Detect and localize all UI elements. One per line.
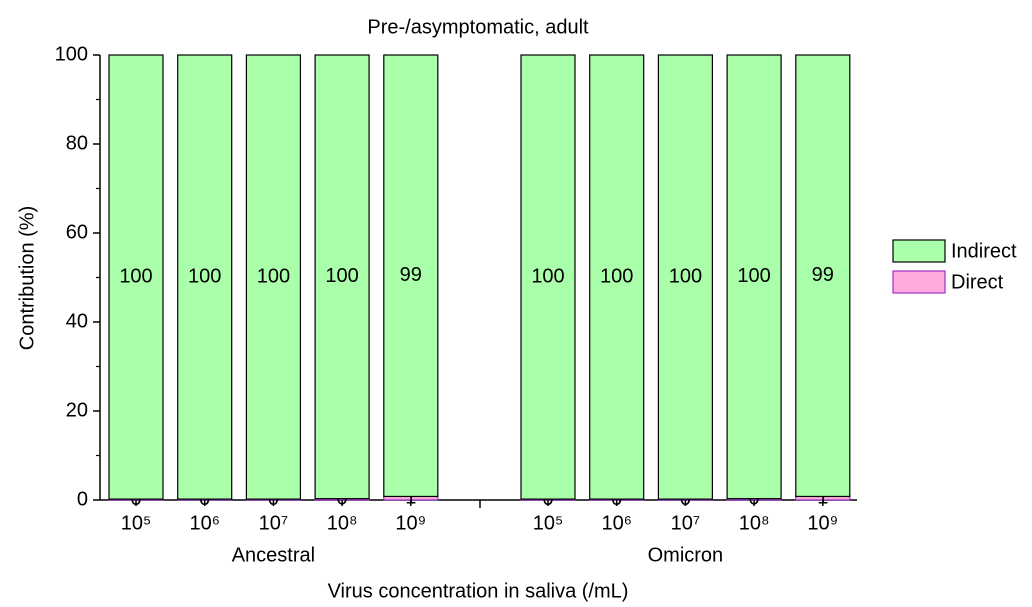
data-label: 100	[188, 265, 221, 287]
legend-label: Indirect	[951, 240, 1017, 262]
y-axis-label: Contribution (%)	[16, 206, 38, 351]
x-tick-label: 10⁷	[259, 512, 288, 534]
y-tick-label: 100	[55, 43, 88, 65]
x-tick-label: 10⁵	[533, 512, 564, 534]
x-tick-label: 10⁶	[601, 512, 631, 534]
x-tick-label: 10⁹	[807, 512, 838, 534]
legend-swatch	[892, 239, 946, 263]
x-tick-label: 10⁵	[121, 512, 152, 534]
y-tick-label: 20	[66, 399, 88, 421]
data-label: 99	[812, 264, 834, 286]
x-tick-label: 10⁶	[189, 512, 219, 534]
data-label: 1	[817, 487, 828, 509]
x-axis-label: Virus concentration in saliva (/mL)	[328, 580, 629, 602]
chart-title: Pre-/asymptomatic, adult	[367, 16, 589, 38]
legend-label: Direct	[951, 271, 1004, 293]
data-label: 100	[257, 265, 290, 287]
bar-segment	[795, 54, 851, 498]
bar-segment	[726, 54, 782, 500]
data-label: 100	[669, 265, 702, 287]
bar-segment	[177, 54, 233, 500]
bar-segment	[245, 54, 301, 500]
bar-segment	[383, 54, 439, 498]
x-tick-label: 10⁹	[395, 512, 426, 534]
y-tick-label: 0	[77, 488, 88, 510]
bar-segment	[589, 54, 645, 500]
x-tick-label: 10⁸	[327, 512, 358, 534]
data-label: 99	[400, 264, 422, 286]
data-label: 1	[405, 487, 416, 509]
y-tick-label: 40	[66, 310, 88, 332]
data-label: 100	[737, 265, 770, 287]
group-label: Ancestral	[232, 544, 315, 566]
bar-segment	[520, 54, 576, 500]
data-label: 100	[325, 265, 358, 287]
x-tick-label: 10⁷	[671, 512, 700, 534]
y-tick-label: 80	[66, 132, 88, 154]
bar-segment	[314, 54, 370, 500]
group-label: Omicron	[648, 544, 724, 566]
x-tick-label: 10⁸	[739, 512, 770, 534]
data-label: 100	[119, 265, 152, 287]
bar-segment	[657, 54, 714, 500]
bar-segment	[108, 54, 164, 500]
y-tick-label: 60	[66, 221, 88, 243]
data-label: 100	[531, 265, 564, 287]
data-label: 100	[600, 265, 633, 287]
legend-swatch	[892, 270, 946, 294]
